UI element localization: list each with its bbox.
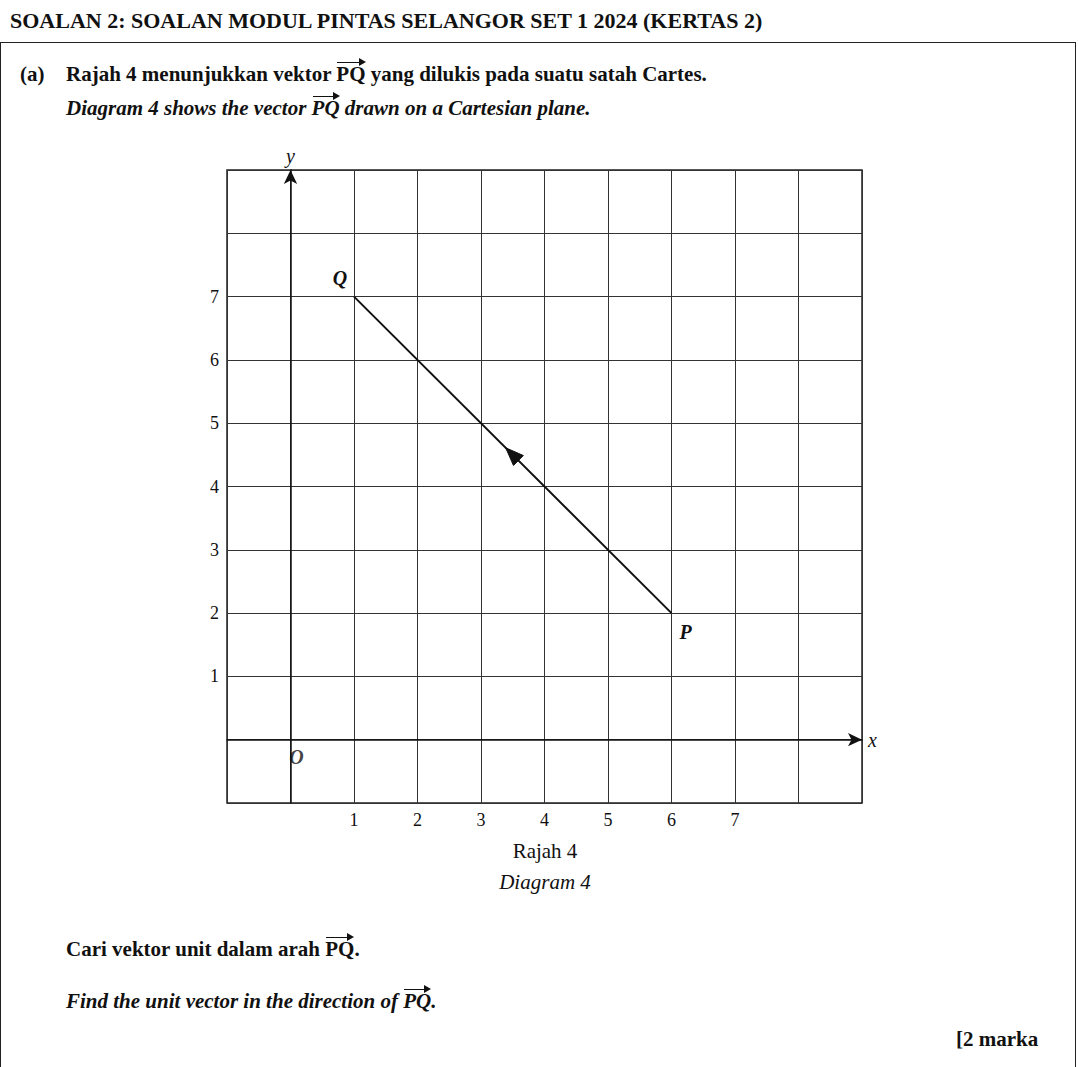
html-text:Rajah 4: Rajah 4 [512,839,578,863]
svg-text:4: 4 [210,477,219,497]
html-text:Cari vektor unit dalam arah PQ: Cari vektor unit dalam arah PQ. [66,937,360,961]
svg-text:4: 4 [540,810,549,830]
svg-text:3: 3 [477,810,486,830]
html-text:[2 marka: [2 marka [956,1027,1039,1051]
svg-text:P: P [678,621,692,643]
svg-text:2: 2 [210,603,219,623]
html-text:Diagram 4: Diagram 4 [499,870,591,894]
svg-text:6: 6 [210,350,219,370]
svg-text:2: 2 [413,810,422,830]
svg-text:y: y [284,145,295,168]
svg-text:1: 1 [210,666,219,686]
svg-text:6: 6 [667,810,676,830]
html-text:Find the unit vector in the di: Find the unit vector in the direction of… [66,989,437,1013]
svg-text:5: 5 [604,810,613,830]
svg-text:3: 3 [210,540,219,560]
svg-text:Q: Q [333,267,347,289]
svg-text:1: 1 [350,810,359,830]
html-text:Diagram 4 shows the vector PQ: Diagram 4 shows the vector PQ drawn on a… [66,96,591,120]
svg-text:7: 7 [210,287,219,307]
html-text:(a): (a) [20,62,45,86]
svg-text:O: O [289,746,303,768]
html-text:Rajah 4 menunjukkan vektor PQ: Rajah 4 menunjukkan vektor PQ yang diluk… [66,62,707,86]
html-text:SOALAN 2: SOALAN MODUL PINTAS: SOALAN 2: SOALAN MODUL PINTAS SELANGOR S… [10,8,763,33]
svg-text:5: 5 [210,413,219,433]
svg-text:7: 7 [731,810,740,830]
svg-text:x: x [867,729,877,751]
